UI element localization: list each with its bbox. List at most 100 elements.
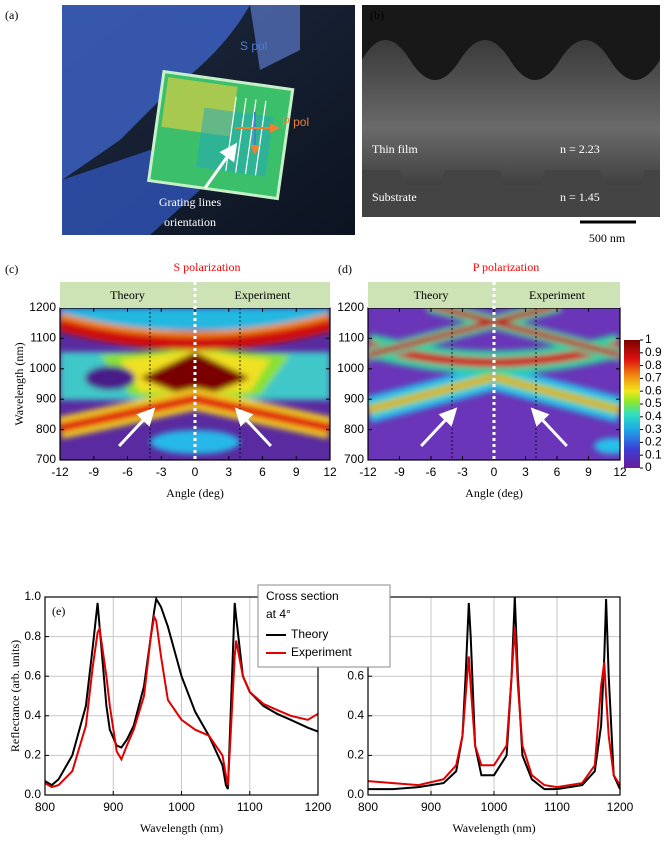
x-axis-label: Angle (deg) xyxy=(465,486,523,500)
x-tick-label: -9 xyxy=(394,465,405,479)
y-axis-label: Wavelength (nm) xyxy=(12,342,26,425)
colorbar xyxy=(624,340,640,468)
panel-label: (c) xyxy=(5,262,18,276)
y-tick-label: 700 xyxy=(344,452,364,466)
substrate-label: Substrate xyxy=(372,190,417,204)
film-index: n = 2.23 xyxy=(560,142,600,156)
p-pol-label: P pol xyxy=(282,115,309,129)
y-tick-label: 0.6 xyxy=(347,668,364,682)
x-axis-label: Wavelength (nm) xyxy=(452,821,535,835)
x-tick-label: 12 xyxy=(323,465,337,479)
x-axis-label: Wavelength (nm) xyxy=(140,821,223,835)
x-tick-label: -3 xyxy=(156,465,167,479)
panel-label: (a) xyxy=(5,8,18,22)
x-tick-label: 6 xyxy=(259,465,266,479)
x-tick-label: -3 xyxy=(457,465,468,479)
y-tick-label: 0.0 xyxy=(24,787,41,801)
colorbar-label: 0.3 xyxy=(645,422,662,436)
substrate-index: n = 1.45 xyxy=(560,190,600,204)
x-tick-label: 0 xyxy=(491,465,498,479)
x-tick-label: 9 xyxy=(585,465,592,479)
y-tick-label: 0.0 xyxy=(347,787,364,801)
sem-image xyxy=(362,5,660,217)
y-tick-label: 1200 xyxy=(29,300,56,314)
y-tick-label: 700 xyxy=(36,452,56,466)
x-tick-label: 6 xyxy=(554,465,561,479)
x-tick-label: 800 xyxy=(358,800,378,814)
colorbar-label: 0.9 xyxy=(645,345,662,359)
colorbar-label: 0.6 xyxy=(645,383,662,397)
x-tick-label: 1200 xyxy=(305,800,332,814)
x-tick-label: 1100 xyxy=(237,800,263,814)
x-tick-label: -6 xyxy=(426,465,437,479)
y-tick-label: 0.4 xyxy=(24,708,41,722)
colorbar-label: 0.2 xyxy=(645,435,662,449)
y-tick-label: 0.4 xyxy=(347,708,364,722)
x-tick-label: -9 xyxy=(88,465,99,479)
x-tick-label: -6 xyxy=(122,465,133,479)
colorbar-label: 0 xyxy=(645,460,652,474)
y-tick-label: 0.6 xyxy=(24,668,41,682)
x-tick-label: 0 xyxy=(192,465,199,479)
grating-label: Grating lines xyxy=(159,195,222,209)
y-tick-label: 1100 xyxy=(338,331,364,345)
x-tick-label: 3 xyxy=(522,465,529,479)
panel-label: (b) xyxy=(370,8,384,22)
panel-label: (e) xyxy=(52,604,65,618)
colorbar-label: 0.7 xyxy=(645,371,662,385)
x-tick-label: 1200 xyxy=(607,800,634,814)
header-label: Experiment xyxy=(235,288,292,302)
header-label: Theory xyxy=(414,288,449,302)
y-tick-label: 1100 xyxy=(30,331,56,345)
chart-title: S polarization xyxy=(174,260,241,274)
grating-label: orientation xyxy=(164,215,216,229)
y-tick-label: 1.0 xyxy=(24,589,41,603)
x-axis-label: Angle (deg) xyxy=(166,486,224,500)
chart-title: P polarization xyxy=(473,260,540,274)
colorbar-label: 0.5 xyxy=(645,396,662,410)
y-tick-label: 900 xyxy=(344,391,364,405)
colorbar-label: 0.8 xyxy=(645,358,662,372)
series-line xyxy=(44,613,319,789)
x-tick-label: 900 xyxy=(103,800,123,814)
photo-a xyxy=(62,5,355,235)
y-tick-label: 1000 xyxy=(337,361,364,375)
film-label: Thin film xyxy=(372,142,418,156)
x-tick-label: 3 xyxy=(225,465,232,479)
colorbar-label: 0.1 xyxy=(645,447,662,461)
arrow xyxy=(530,407,568,448)
y-tick-label: 800 xyxy=(344,422,364,436)
y-tick-label: 900 xyxy=(36,391,56,405)
x-tick-label: 900 xyxy=(421,800,441,814)
x-tick-label: 1100 xyxy=(544,800,570,814)
y-tick-label: 1000 xyxy=(29,361,56,375)
x-tick-label: -12 xyxy=(359,465,377,479)
series-line xyxy=(367,626,621,789)
legend-title: at 4° xyxy=(266,607,291,621)
x-tick-label: -12 xyxy=(51,465,69,479)
header-label: Theory xyxy=(110,288,145,302)
legend-label: Theory xyxy=(291,627,328,641)
panel-label: (d) xyxy=(338,262,352,276)
arrow xyxy=(234,407,272,448)
x-tick-label: 1000 xyxy=(168,800,195,814)
arrow xyxy=(420,407,458,448)
y-tick-label: 0.2 xyxy=(24,748,41,762)
heatmap-image xyxy=(368,308,620,460)
colorbar-label: 1 xyxy=(645,332,652,346)
y-tick-label: 0.8 xyxy=(24,629,41,643)
y-tick-label: 1200 xyxy=(337,300,364,314)
x-tick-label: 800 xyxy=(35,800,55,814)
legend-title: Cross section xyxy=(266,589,339,603)
y-tick-label: 800 xyxy=(36,422,56,436)
y-axis-label: Reflectance (arb. units) xyxy=(8,640,22,752)
legend-label: Experiment xyxy=(291,645,352,659)
x-tick-label: 9 xyxy=(293,465,300,479)
arrow xyxy=(118,407,156,448)
x-tick-label: 12 xyxy=(613,465,627,479)
scale-label: 500 nm xyxy=(589,231,626,245)
header-label: Experiment xyxy=(529,288,586,302)
y-tick-label: 0.2 xyxy=(347,748,364,762)
